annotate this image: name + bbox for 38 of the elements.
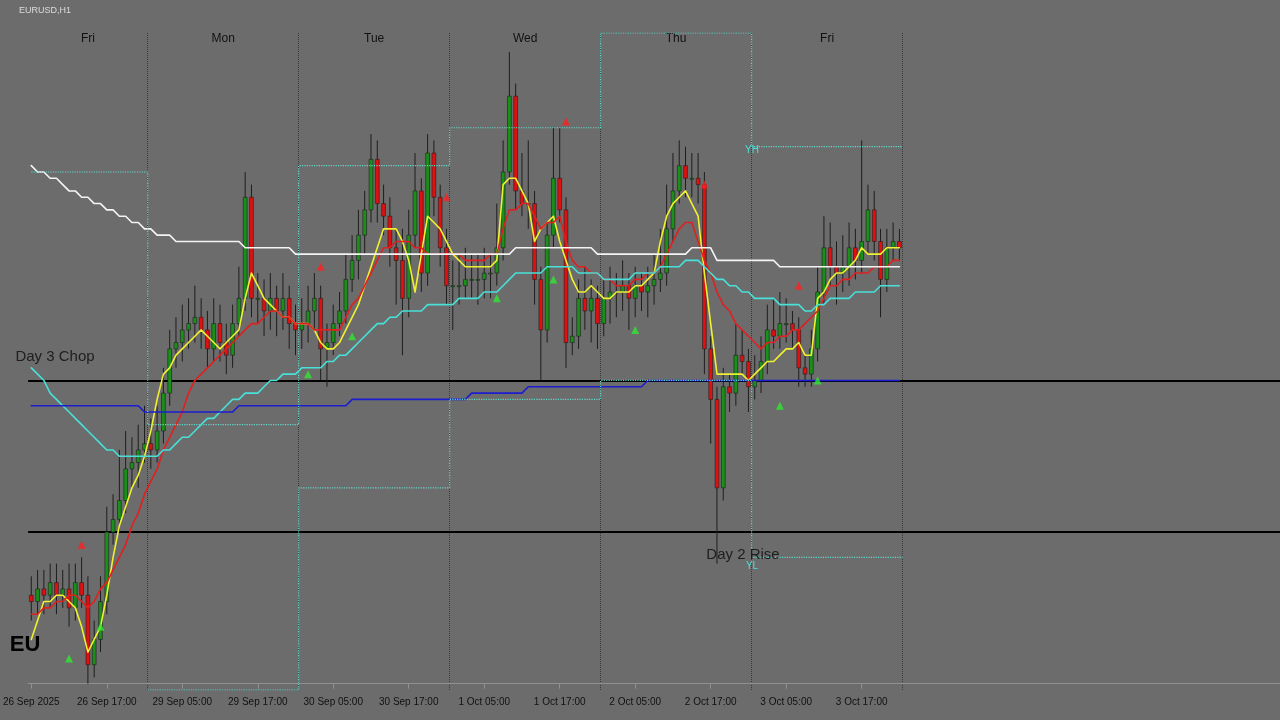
annotation: EU [9, 630, 41, 656]
point [77, 540, 86, 549]
text: Fri [80, 31, 95, 45]
point [316, 262, 325, 271]
text: Fri [820, 31, 835, 45]
x-tick-label: 29 Sep 05:00 [152, 695, 213, 707]
x-tick-label: 1 Oct 05:00 [458, 695, 511, 707]
x-tick-label: 26 Sep 2025 [2, 695, 61, 707]
x-tick-label: 3 Oct 05:00 [760, 695, 813, 707]
point [96, 622, 105, 631]
text: Wed [512, 31, 538, 45]
x-tick-label: 3 Oct 17:00 [835, 695, 888, 707]
chart-title: EURUSD,H1 [19, 4, 72, 15]
text: Thu [665, 31, 687, 45]
x-tick-label: 1 Oct 17:00 [533, 695, 586, 707]
point [304, 370, 313, 379]
text: Tue [364, 31, 385, 45]
point [65, 654, 74, 663]
annotation: YL [745, 559, 759, 571]
annotation: Day 3 Chop [15, 346, 95, 364]
x-tick-label: 30 Sep 05:00 [303, 695, 364, 707]
point [775, 401, 784, 410]
point [562, 117, 570, 126]
x-tick-label: 2 Oct 05:00 [609, 695, 662, 707]
candlestick [828, 222, 833, 287]
point [631, 325, 640, 334]
annotation: Day 2 Rise [706, 544, 780, 562]
point [794, 281, 803, 290]
x-tick-label: 2 Oct 17:00 [684, 695, 737, 707]
x-tick-label: 26 Sep 17:00 [77, 695, 137, 707]
x-tick-label: 30 Sep 17:00 [378, 695, 439, 707]
point [442, 193, 451, 202]
candlestick [695, 152, 701, 205]
point [700, 180, 709, 189]
annotation: YH [745, 143, 759, 155]
text: Mon [211, 31, 235, 45]
point [348, 332, 357, 341]
x-tick-label: 29 Sep 17:00 [228, 695, 288, 707]
